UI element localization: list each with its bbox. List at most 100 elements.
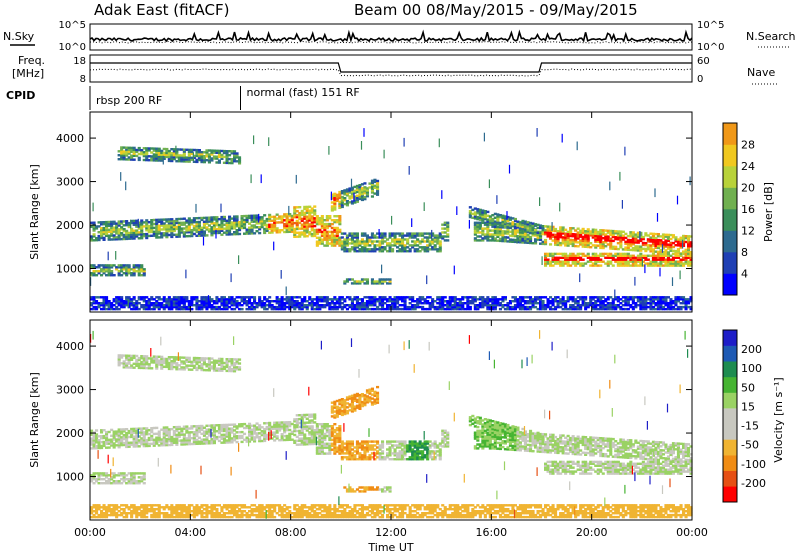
heatmap-cell: [654, 264, 658, 267]
heatmap-cell: [345, 248, 349, 251]
heatmap-cell: [544, 305, 548, 309]
heatmap-cell: [130, 302, 134, 305]
heatmap-cell: [401, 296, 405, 299]
heatmap-cell: [170, 356, 174, 359]
heatmap-cell: [501, 216, 505, 219]
heatmap-cell: [192, 148, 196, 152]
heatmap-cell: [611, 305, 615, 309]
heatmap-cell: [190, 437, 194, 440]
heatmap-cell: [634, 304, 638, 307]
heatmap-cell: [270, 227, 274, 230]
heatmap-cell: [243, 296, 247, 299]
heatmap-cell: [180, 433, 184, 436]
heatmap-cell: [110, 274, 114, 277]
heatmap-cell: [170, 515, 174, 519]
heatmap-cell: [529, 241, 533, 245]
heatmap-cell: [634, 264, 638, 267]
heatmap-cell: [117, 446, 121, 449]
heatmap-cell: [187, 231, 191, 234]
heatmap-cell: [476, 305, 480, 309]
heatmap-cell: [483, 235, 487, 238]
heatmap-cell: [328, 224, 332, 228]
heatmap-cell: [343, 246, 347, 249]
heatmap-cell: [187, 304, 191, 307]
heatmap-cell: [233, 152, 237, 155]
heatmap-cell: [551, 258, 555, 261]
heatmap-cell: [92, 476, 96, 479]
heatmap-cell: [285, 213, 289, 216]
heatmap-cell: [185, 156, 189, 159]
heatmap-cell: [145, 151, 149, 154]
heatmap-cell: [443, 235, 447, 238]
heatmap-cell: [624, 246, 628, 249]
heatmap-cell: [142, 431, 146, 434]
heatmap-cell: [666, 262, 670, 265]
heatmap-cell: [233, 154, 237, 157]
heatmap-cell: [644, 307, 648, 311]
heatmap-cell: [687, 239, 691, 242]
heatmap-cell: [107, 454, 109, 464]
heatmap-cell: [235, 302, 239, 305]
heatmap-cell: [353, 189, 357, 192]
heatmap-cell: [646, 302, 650, 305]
heatmap-cell: [338, 305, 342, 309]
heatmap-cell: [157, 510, 161, 513]
heatmap-cell: [631, 241, 635, 244]
heatmap-cell: [441, 227, 445, 230]
heatmap-cell: [654, 262, 658, 265]
heatmap-cell: [682, 258, 686, 261]
heatmap-cell: [157, 506, 161, 509]
heatmap-cell: [616, 236, 620, 239]
heatmap-cell: [100, 515, 104, 519]
heatmap-cell: [132, 439, 136, 442]
heatmap-cell: [270, 307, 274, 311]
heatmap-cell: [130, 513, 134, 517]
heatmap-cell: [378, 246, 382, 249]
heatmap-cell: [233, 221, 237, 224]
heatmap-cell: [516, 240, 520, 244]
heatmap-cell: [503, 240, 507, 243]
heatmap-cell: [584, 245, 588, 248]
heatmap-cell: [110, 440, 114, 443]
heatmap-cell: [147, 438, 151, 442]
heatmap-cell: [150, 434, 154, 438]
heatmap-cell: [345, 278, 349, 281]
heatmap-cell: [571, 244, 575, 248]
heatmap-cell: [639, 252, 643, 256]
heatmap-cell: [687, 237, 691, 240]
heatmap-cell: [481, 209, 485, 212]
heatmap-cell: [651, 256, 655, 259]
heatmap-cell: [152, 298, 156, 301]
heatmap-cell: [551, 302, 555, 305]
heatmap-cell: [566, 298, 570, 301]
heatmap-cell: [636, 239, 640, 242]
heatmap-cell: [170, 510, 174, 513]
heatmap-cell: [122, 229, 126, 233]
heatmap-cell: [253, 135, 255, 145]
heatmap-cell: [338, 244, 342, 247]
heatmap-cell: [135, 362, 139, 366]
heatmap-cell: [165, 230, 169, 233]
heatmap-cell: [97, 508, 101, 511]
heatmap-cell: [205, 159, 209, 162]
heatmap-cell: [679, 264, 683, 267]
heatmap-cell: [140, 506, 144, 509]
heatmap-cell: [368, 182, 372, 185]
heatmap-cell: [142, 437, 146, 440]
heatmap-cell: [165, 443, 169, 447]
heatmap-cell: [491, 305, 495, 309]
heatmap-cell: [666, 245, 670, 248]
heatmap-cell: [182, 152, 186, 155]
heatmap-cell: [579, 307, 583, 311]
heatmap-cell: [112, 274, 116, 277]
heatmap-cell: [338, 206, 342, 209]
heatmap-cell: [255, 222, 259, 225]
heatmap-cell: [443, 227, 447, 230]
heatmap-cell: [320, 230, 324, 234]
heatmap-cell: [285, 296, 289, 299]
heatmap-cell: [664, 260, 668, 263]
heatmap-cell: [205, 307, 209, 311]
heatmap-cell: [303, 225, 307, 228]
heatmap-cell: [175, 305, 179, 309]
heatmap-cell: [187, 305, 191, 309]
